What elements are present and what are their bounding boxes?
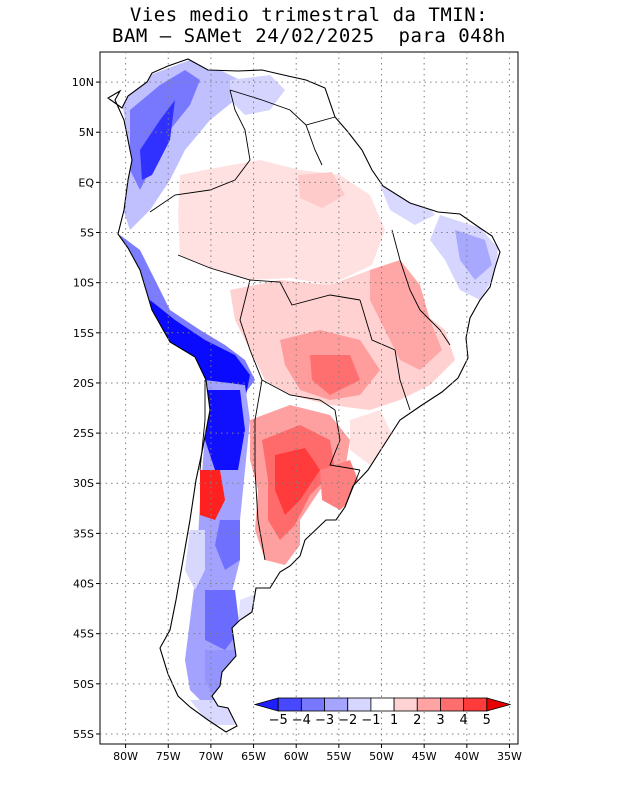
colorbar-label: −4 — [292, 713, 311, 728]
colorbar-bin — [277, 697, 302, 712]
lat-tick-label: 20S — [73, 377, 94, 390]
colorbar-bin — [463, 697, 488, 712]
lat-tick-label: 50S — [73, 678, 94, 691]
colorbar-bin — [393, 697, 418, 712]
colorbar-bin — [347, 697, 372, 712]
lon-tick-label: 40W — [454, 750, 479, 763]
graticule — [100, 52, 518, 744]
lat-axis: 10N 5N EQ 5S 10S 15S 20S 25S 30S 35S 40S 45S 50S 55S — [72, 76, 100, 741]
map-title-line1: Vies medio trimestral da TMIN: — [129, 4, 489, 26]
colorbar-label: 4 — [459, 713, 467, 728]
lon-tick-label: 45W — [412, 750, 437, 763]
lat-tick-label: 10S — [73, 277, 94, 290]
lon-axis: 80W 75W 70W 65W 60W 55W 50W 45W 40W 35W — [113, 744, 522, 763]
coastline — [106, 58, 501, 733]
colorbar-label: −2 — [338, 713, 357, 728]
colorbar-bin — [324, 697, 349, 712]
lat-tick-label: 35S — [73, 527, 94, 540]
colorbar-label: −5 — [269, 713, 288, 728]
map-title-line2: BAM – SAMet 24/02/2025 para 048h — [112, 25, 506, 47]
lat-tick-label: 5S — [80, 227, 94, 240]
lat-tick-label: 10N — [72, 76, 94, 89]
lat-tick-label: 5N — [79, 126, 94, 139]
colorbar-label: 1 — [390, 713, 398, 728]
lat-tick-label: 55S — [73, 728, 94, 741]
colorbar-bin — [416, 697, 441, 712]
lat-tick-label: 40S — [73, 578, 94, 591]
colorbar-label: −3 — [315, 713, 334, 728]
colorbar-label: −1 — [361, 713, 380, 728]
lon-tick-label: 55W — [326, 750, 351, 763]
lon-tick-label: 35W — [497, 750, 522, 763]
lon-tick-label: 65W — [241, 750, 266, 763]
colorbar-label: 2 — [413, 713, 421, 728]
colorbar: −5 −4 −3 −2 −1 1 2 3 4 5 — [253, 697, 512, 728]
colorbar-label: 3 — [436, 713, 444, 728]
colorbar-bin — [370, 697, 395, 712]
lat-tick-label: 30S — [73, 477, 94, 490]
lat-tick-label: 45S — [73, 628, 94, 641]
lon-tick-label: 70W — [198, 750, 223, 763]
lon-tick-label: 80W — [113, 750, 138, 763]
colorbar-bin — [440, 697, 465, 712]
lat-tick-label: 15S — [73, 327, 94, 340]
lon-tick-label: 50W — [369, 750, 394, 763]
lat-tick-label: 25S — [73, 427, 94, 440]
lat-tick-label: EQ — [78, 176, 94, 189]
colorbar-bin — [300, 697, 325, 712]
colorbar-label: 5 — [483, 713, 491, 728]
lon-tick-label: 60W — [284, 750, 309, 763]
colorbar-bin — [486, 697, 512, 712]
lon-tick-label: 75W — [156, 750, 181, 763]
